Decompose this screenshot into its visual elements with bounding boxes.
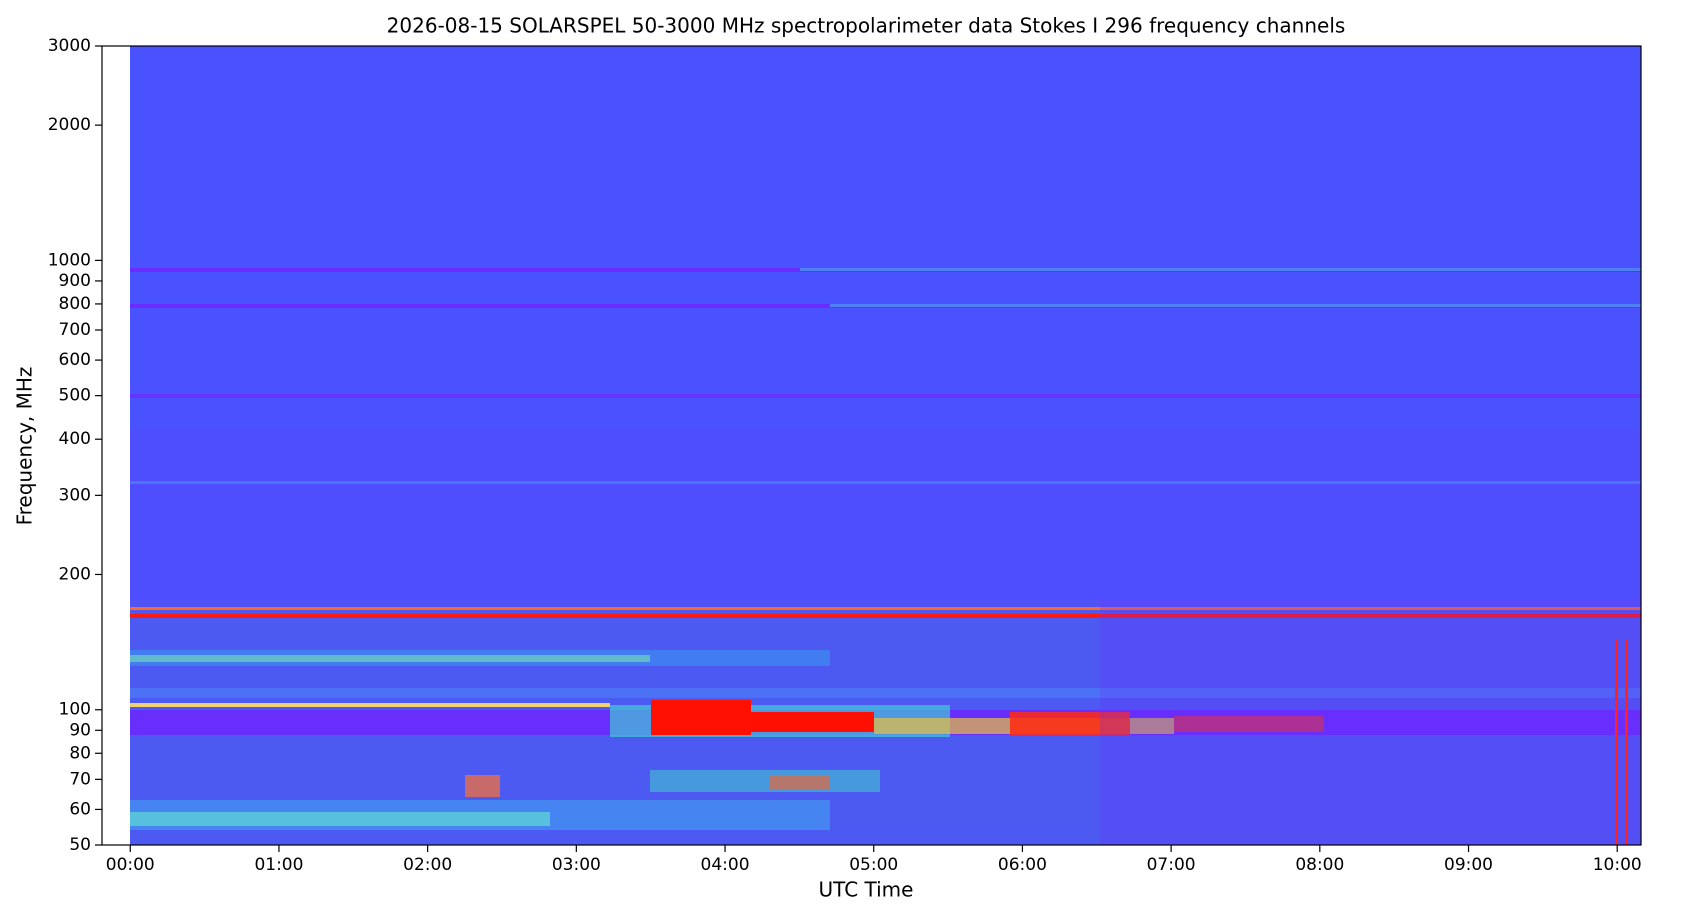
x-tick-label: 08:00 <box>1295 855 1344 875</box>
y-tick-label: 900 <box>59 271 91 291</box>
plot-frame <box>101 45 1642 846</box>
y-tick-label: 1000 <box>48 250 91 270</box>
x-tick-label: 07:00 <box>1147 855 1196 875</box>
y-tick-label: 700 <box>59 320 91 340</box>
x-tick-label: 02:00 <box>403 855 452 875</box>
y-tick-label: 300 <box>59 485 91 505</box>
x-axis-label: UTC Time <box>819 878 914 902</box>
y-tick-label: 2000 <box>48 115 91 135</box>
y-tick-label: 100 <box>59 700 91 720</box>
x-tick-label: 04:00 <box>701 855 750 875</box>
y-tick-label: 600 <box>59 350 91 370</box>
x-tick-label: 03:00 <box>552 855 601 875</box>
x-tick-label: 10:00 <box>1593 855 1642 875</box>
y-tick-label: 70 <box>69 769 91 789</box>
y-tick-label: 500 <box>59 386 91 406</box>
chart-title: 2026-08-15 SOLARSPEL 50-3000 MHz spectro… <box>387 14 1346 38</box>
x-tick-label: 00:00 <box>106 855 155 875</box>
y-tick-label: 200 <box>59 564 91 584</box>
x-tick-label: 05:00 <box>849 855 898 875</box>
y-tick-label: 800 <box>59 294 91 314</box>
y-tick-label: 3000 <box>48 36 91 56</box>
y-axis-label: Frequency, MHz <box>13 367 37 526</box>
y-tick-label: 400 <box>59 429 91 449</box>
x-tick-label: 06:00 <box>998 855 1047 875</box>
y-tick-label: 90 <box>69 720 91 740</box>
y-tick-label: 60 <box>69 799 91 819</box>
x-tick-label: 09:00 <box>1444 855 1493 875</box>
spectrogram-image <box>130 46 1641 845</box>
y-tick-label: 50 <box>69 835 91 855</box>
x-tick-label: 01:00 <box>254 855 303 875</box>
y-tick-label: 80 <box>69 743 91 763</box>
